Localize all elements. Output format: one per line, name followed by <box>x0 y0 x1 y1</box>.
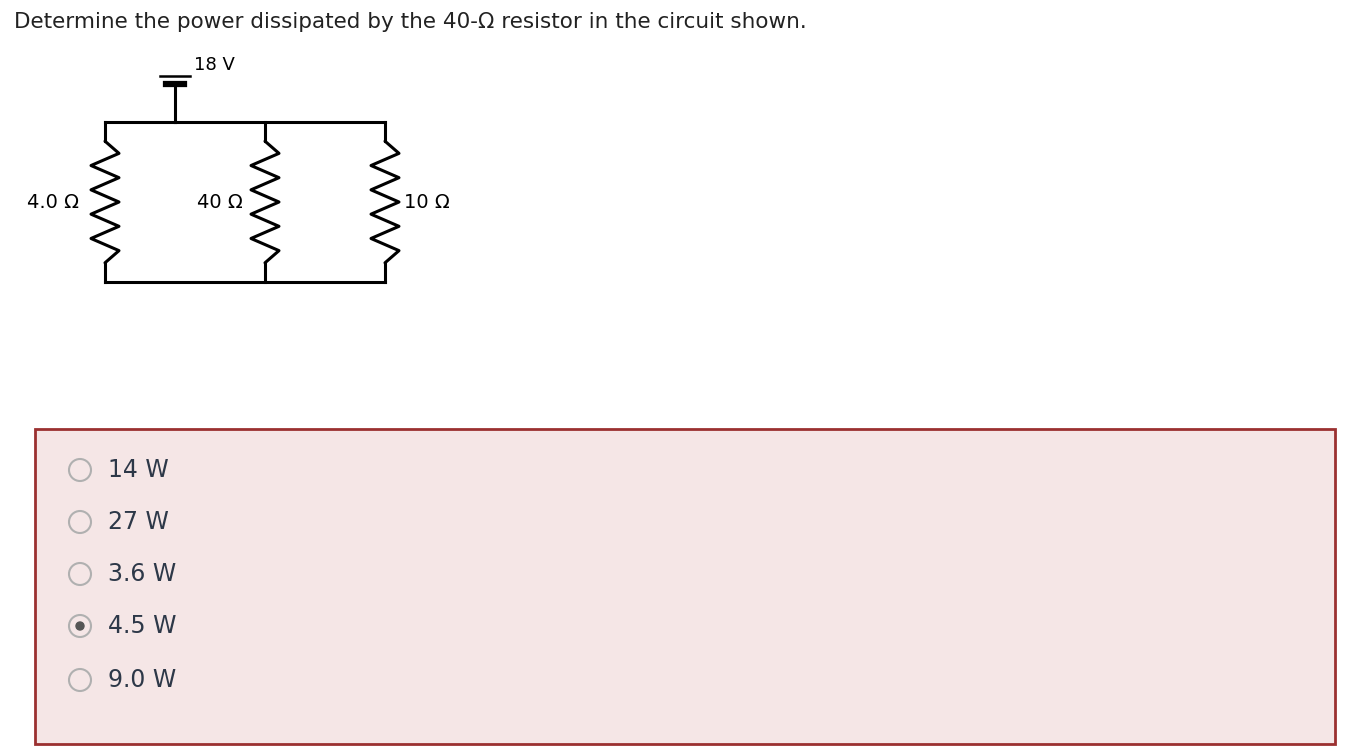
Text: 9.0 W: 9.0 W <box>108 668 176 692</box>
FancyBboxPatch shape <box>36 429 1335 744</box>
Text: 27 W: 27 W <box>108 510 169 534</box>
Text: 40 Ω: 40 Ω <box>198 193 243 211</box>
Text: 4.5 W: 4.5 W <box>108 614 177 638</box>
Text: Determine the power dissipated by the 40-Ω resistor in the circuit shown.: Determine the power dissipated by the 40… <box>14 12 807 32</box>
Text: 10 Ω: 10 Ω <box>405 193 450 211</box>
Text: 4.0 Ω: 4.0 Ω <box>27 193 80 211</box>
Text: 14 W: 14 W <box>108 458 169 482</box>
Text: 18 V: 18 V <box>193 56 235 74</box>
Text: 3.6 W: 3.6 W <box>108 562 176 586</box>
Circle shape <box>75 622 84 630</box>
